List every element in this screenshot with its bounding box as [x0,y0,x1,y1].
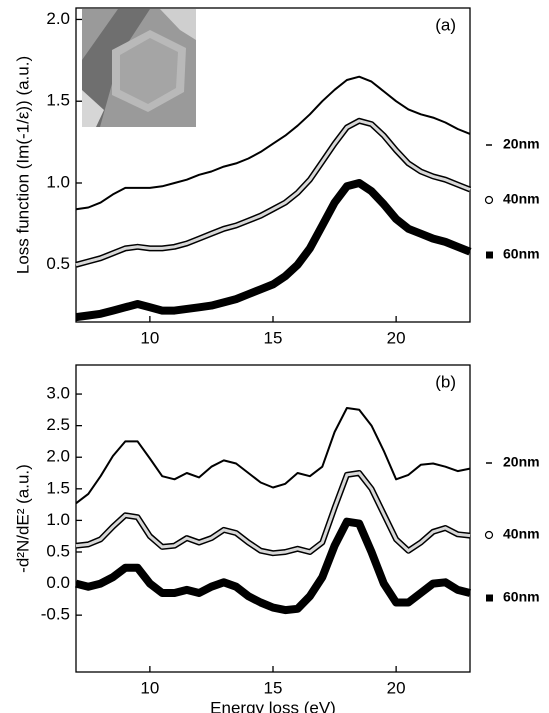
y-tick-label: 1.5 [46,91,70,110]
x-axis-label: Energy loss (eV) [210,698,336,713]
x-tick-label: 10 [140,678,159,697]
legend-marker [484,530,494,540]
legend-label: 40nm [503,526,540,542]
x-tick-label: 10 [140,328,159,347]
x-tick-label: 20 [387,678,406,697]
line-inner [75,471,471,555]
data-line [75,179,472,322]
legend-label: 60nm [503,246,540,262]
legend-label: 20nm [503,136,540,152]
x-tick-label: 20 [387,328,406,347]
y-axis-label: -d²N/dE² (a.u.) [13,464,32,573]
y-tick-label: 0.5 [46,541,70,560]
panel-label: (a) [435,15,456,34]
data-line [75,517,471,615]
legend-marker [484,195,494,205]
y-tick-label: 0.5 [46,254,70,273]
y-tick-label: 2.0 [46,447,70,466]
x-tick-label: 15 [264,678,283,697]
y-tick-label: 3.0 [46,384,70,403]
data-line [75,75,471,211]
y-tick-label: 2.0 [46,9,70,28]
legend-label: 60nm [503,589,540,605]
x-tick-label: 15 [264,328,283,347]
data-line [75,117,472,268]
inset-image [82,9,196,127]
data-line [75,470,471,557]
legend-label: 20nm [503,454,540,470]
panel-label: (b) [435,372,456,391]
y-tick-label: 0.0 [46,573,70,592]
legend-marker [486,251,493,259]
legend-label: 40nm [503,191,540,207]
legend-marker [486,594,493,602]
y-tick-label: 1.0 [46,510,70,529]
y-tick-label: 1.0 [46,172,70,191]
y-tick-label: 2.5 [46,415,70,434]
y-axis-label: Loss function (Im(-1/ε)) (a.u.) [13,56,32,274]
y-tick-label: -0.5 [41,605,70,624]
line-inner [75,119,471,267]
y-tick-label: 1.5 [46,478,70,497]
data-line [75,407,471,505]
